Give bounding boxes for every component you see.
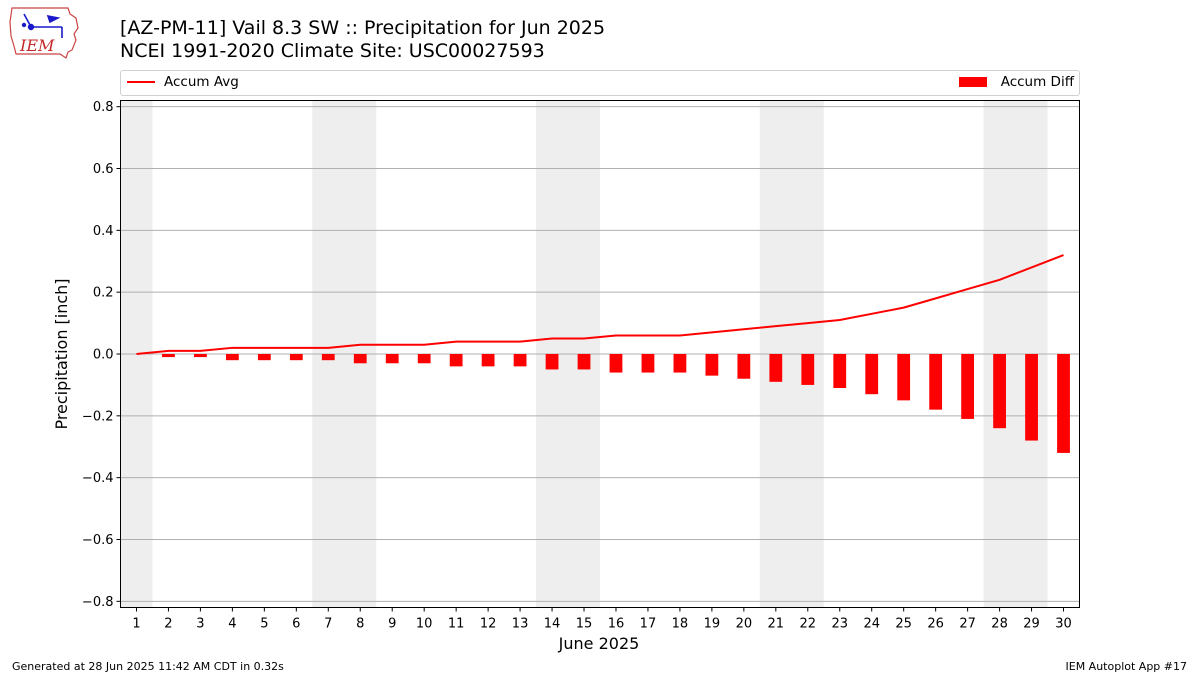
y-axis-label: Precipitation [inch] bbox=[52, 278, 71, 429]
x-axis-label: June 2025 bbox=[558, 634, 640, 653]
accum-diff-bar bbox=[865, 354, 879, 395]
accum-diff-bar bbox=[417, 354, 431, 364]
x-tick-label: 15 bbox=[576, 617, 593, 632]
accum-diff-bar bbox=[961, 354, 975, 419]
accum-diff-bar bbox=[321, 354, 335, 361]
accum-diff-bar bbox=[545, 354, 559, 370]
x-tick-label: 6 bbox=[292, 617, 300, 632]
accum-diff-bar bbox=[897, 354, 911, 401]
x-tick-label: 17 bbox=[640, 617, 657, 632]
accum-diff-bar bbox=[194, 354, 207, 358]
accum-diff-bar bbox=[609, 354, 623, 373]
accum-diff-bar bbox=[449, 354, 463, 367]
legend-bar-label: Accum Diff bbox=[1000, 74, 1074, 90]
x-tick-label: 12 bbox=[480, 617, 497, 632]
accum-diff-bar bbox=[481, 354, 495, 367]
accum-diff-bar bbox=[1025, 354, 1038, 441]
accum-diff-bar bbox=[513, 354, 527, 367]
x-tick-label: 8 bbox=[356, 617, 364, 632]
accum-diff-bar bbox=[993, 354, 1006, 429]
x-tick-label: 20 bbox=[736, 617, 753, 632]
logo-text: IEM bbox=[19, 36, 55, 55]
y-tick-label: 0.2 bbox=[93, 286, 114, 301]
legend-bar-swatch bbox=[959, 77, 987, 87]
accum-diff-bar bbox=[769, 354, 783, 382]
x-tick-label: 1 bbox=[132, 617, 140, 632]
accum-diff-bar bbox=[225, 354, 239, 361]
x-tick-label: 28 bbox=[991, 617, 1008, 632]
x-tick-label: 7 bbox=[324, 617, 332, 632]
iem-logo: IEM bbox=[8, 6, 84, 64]
accum-diff-bar bbox=[353, 354, 367, 364]
x-tick-label: 4 bbox=[228, 617, 236, 632]
x-tick-label: 24 bbox=[863, 617, 880, 632]
chart-subtitle: NCEI 1991-2020 Climate Site: USC00027593 bbox=[120, 40, 545, 62]
legend: Accum Avg Accum Diff bbox=[120, 70, 1080, 96]
accum-diff-bar bbox=[385, 354, 399, 364]
x-tick-label: 2 bbox=[164, 617, 172, 632]
legend-line-label: Accum Avg bbox=[164, 74, 239, 90]
x-tick-label: 30 bbox=[1055, 617, 1072, 632]
y-tick-label: −0.4 bbox=[82, 471, 114, 486]
x-tick-label: 27 bbox=[959, 617, 976, 632]
x-tick-label: 25 bbox=[895, 617, 912, 632]
x-tick-label: 10 bbox=[416, 617, 433, 632]
y-tick-label: −0.2 bbox=[82, 409, 114, 424]
y-tick-label: 0.8 bbox=[93, 100, 114, 115]
x-tick-label: 14 bbox=[544, 617, 561, 632]
accum-diff-bar bbox=[929, 354, 943, 410]
accum-diff-bar bbox=[833, 354, 847, 389]
x-tick-label: 13 bbox=[512, 617, 529, 632]
accum-diff-bar bbox=[705, 354, 719, 376]
x-tick-label: 16 bbox=[608, 617, 625, 632]
x-tick-label: 3 bbox=[196, 617, 204, 632]
accum-diff-bar bbox=[577, 354, 591, 370]
y-tick-label: 0.4 bbox=[93, 224, 114, 239]
x-tick-label: 29 bbox=[1023, 617, 1040, 632]
accum-diff-bar bbox=[673, 354, 687, 373]
y-tick-label: −0.6 bbox=[82, 533, 114, 548]
x-tick-label: 11 bbox=[448, 617, 465, 632]
y-tick-label: 0.6 bbox=[93, 162, 114, 177]
accum-diff-bar bbox=[801, 354, 815, 385]
x-tick-label: 26 bbox=[927, 617, 944, 632]
footer-generated-text: Generated at 28 Jun 2025 11:42 AM CDT in… bbox=[12, 660, 284, 673]
footer-app-text: IEM Autoplot App #17 bbox=[1065, 660, 1188, 673]
x-tick-label: 21 bbox=[768, 617, 785, 632]
accum-diff-bar bbox=[257, 354, 271, 361]
accum-diff-bar bbox=[641, 354, 655, 373]
x-tick-label: 5 bbox=[260, 617, 268, 632]
accum-diff-bar bbox=[737, 354, 751, 379]
legend-line-swatch bbox=[127, 81, 155, 83]
y-tick-label: 0.0 bbox=[93, 348, 114, 363]
accum-avg-line bbox=[136, 254, 1064, 355]
x-tick-label: 19 bbox=[704, 617, 721, 632]
weather-station-icon bbox=[21, 13, 63, 38]
accum-diff-bar bbox=[1057, 354, 1070, 453]
x-tick-label: 22 bbox=[800, 617, 817, 632]
accum-diff-bar bbox=[162, 354, 175, 358]
accum-diff-bar bbox=[289, 354, 303, 361]
x-tick-label: 18 bbox=[672, 617, 689, 632]
y-tick-label: −0.8 bbox=[82, 595, 114, 610]
x-tick-label: 23 bbox=[831, 617, 848, 632]
chart-title: [AZ-PM-11] Vail 8.3 SW :: Precipitation … bbox=[120, 17, 606, 39]
x-tick-label: 9 bbox=[388, 617, 396, 632]
